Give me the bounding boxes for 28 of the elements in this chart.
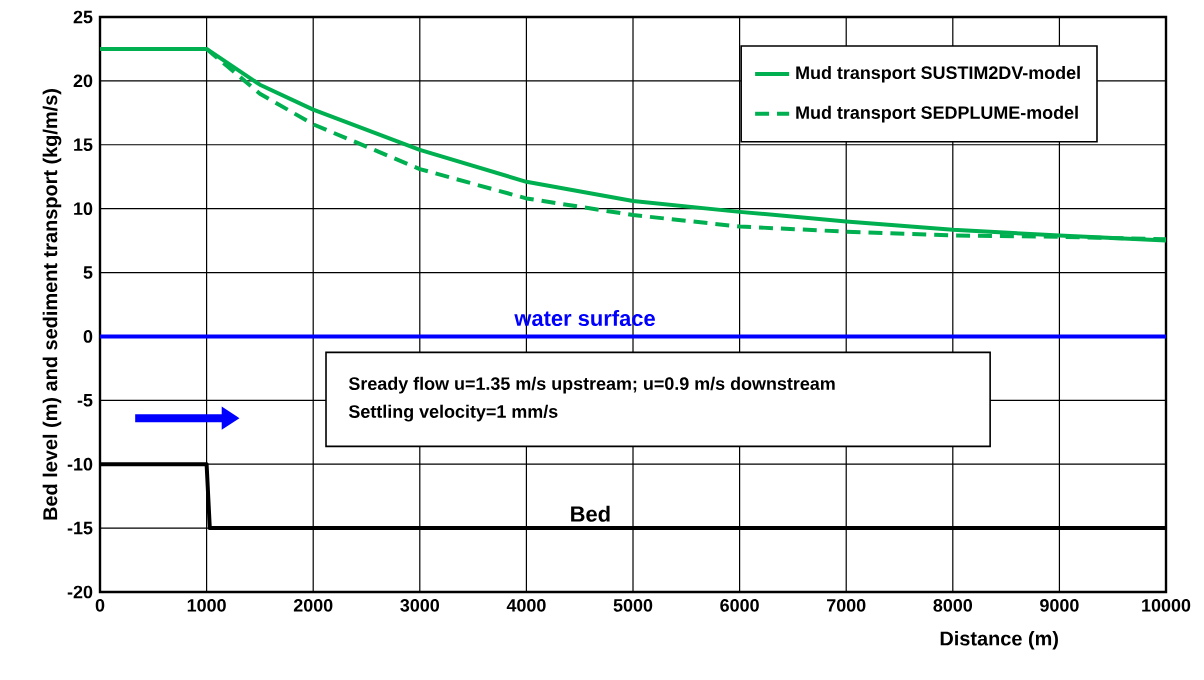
annotation: Bed — [571, 505, 610, 522]
x-tick-label: 3000 — [400, 599, 440, 612]
x-tick-label: 6000 — [720, 599, 759, 612]
legend-label: Mud transport SEDPLUME-model — [796, 105, 1078, 123]
x-tick-label: 7000 — [827, 599, 866, 612]
x-axis-title: Distance (m) — [940, 630, 1058, 650]
x-tick-label: 9000 — [1040, 599, 1079, 612]
x-tick-label: 8000 — [933, 599, 973, 612]
y-tick-label: -20 — [67, 585, 93, 599]
y-axis-title: Bed level (m) and sediment transport (kg/m/s) — [42, 89, 62, 520]
x-tick-label: 4000 — [506, 599, 546, 612]
x-tick-label: 0 — [95, 599, 105, 612]
y-tick-label: 10 — [74, 202, 93, 216]
y-tick-label: -15 — [67, 521, 93, 535]
x-tick-label: 5000 — [613, 599, 653, 612]
annotation: Sready flow u=1.35 m/s upstream; u=0.9 m/s downstream — [348, 376, 835, 394]
x-tick-label: 1000 — [187, 599, 226, 612]
x-tick-label: 10000 — [1142, 599, 1191, 612]
y-tick-label: 0 — [83, 330, 93, 343]
y-tick-label: 20 — [73, 74, 93, 88]
y-tick-label: 25 — [73, 10, 93, 24]
y-tick-label: -10 — [67, 457, 93, 471]
y-tick-label: 15 — [74, 138, 93, 152]
y-tick-label: -5 — [77, 394, 93, 407]
annotation: Settling velocity=1 mm/s — [348, 404, 558, 422]
x-tick-label: 2000 — [293, 599, 333, 612]
legend-label: Mud transport SUSTIM2DV-model — [796, 65, 1080, 83]
y-tick-label: 5 — [83, 266, 93, 279]
